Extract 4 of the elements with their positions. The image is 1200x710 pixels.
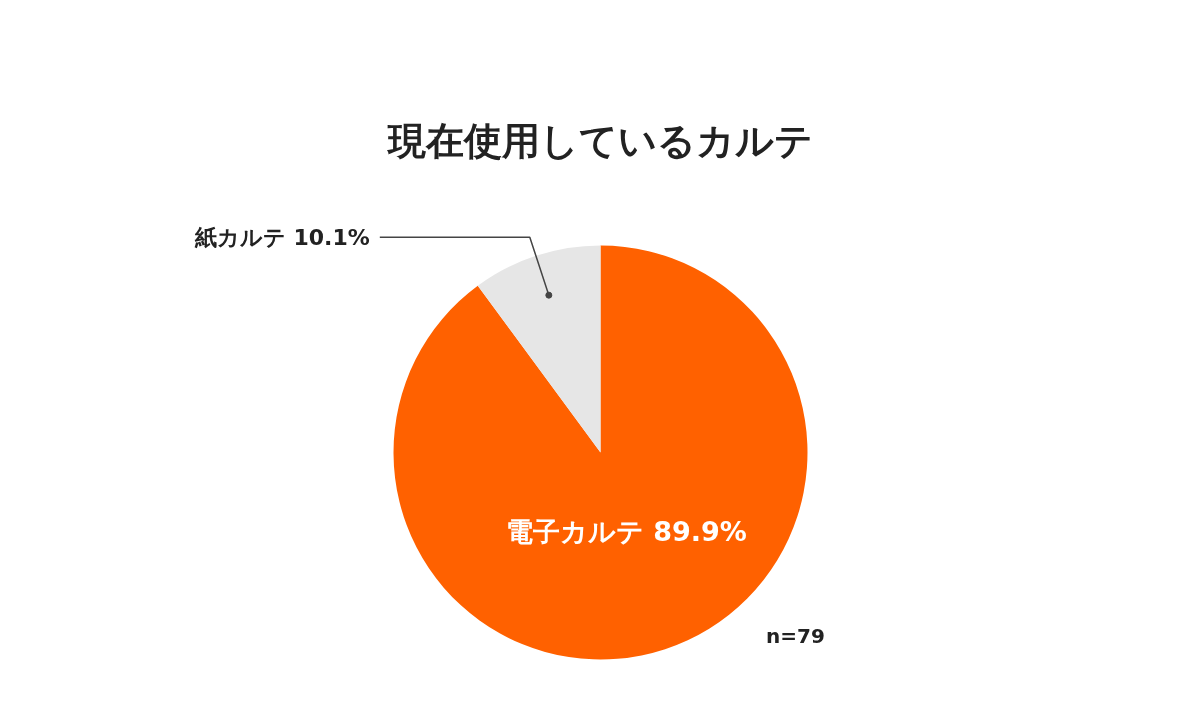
text: n=79: [766, 623, 825, 648]
slice-label: 紙カルテ 10.1%: [193, 224, 370, 250]
chart-title: 現在使用しているカルテ: [386, 118, 813, 163]
slice-label: 電子カルテ 89.9%: [505, 515, 747, 547]
